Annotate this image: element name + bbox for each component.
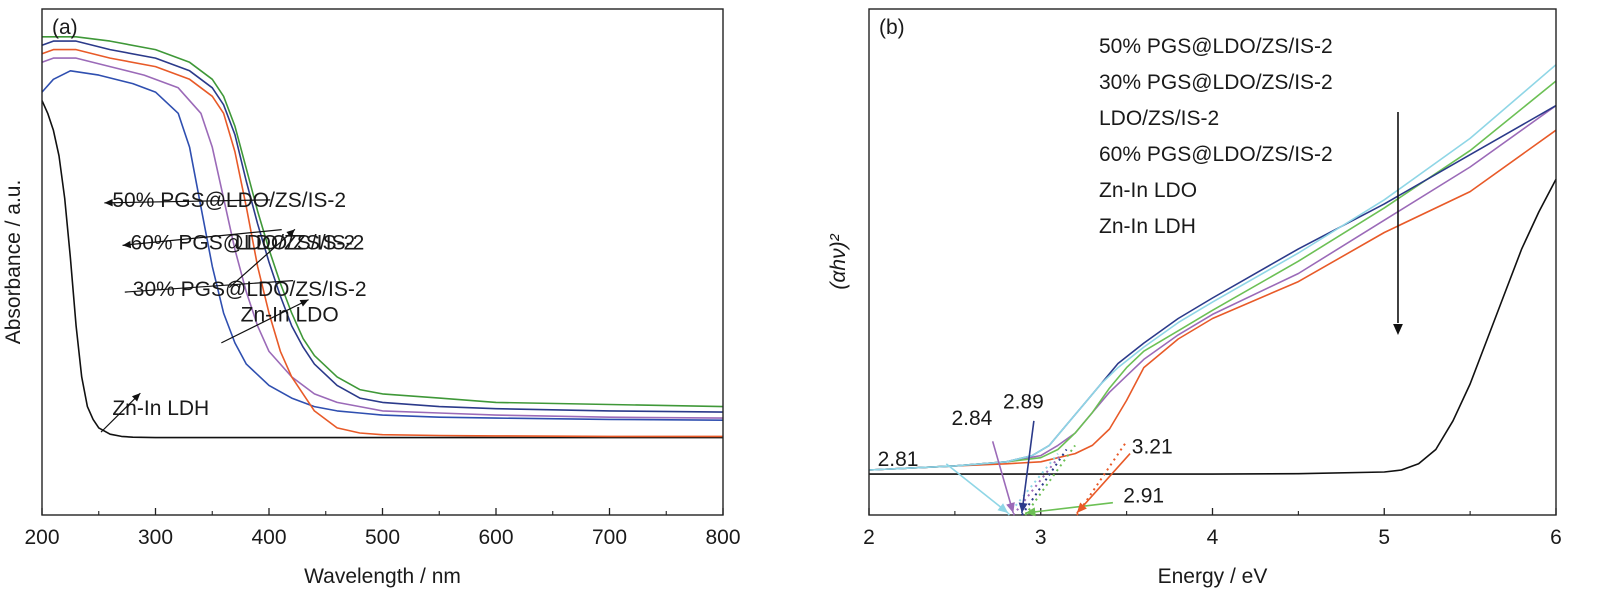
gap-label: 3.21 — [1132, 436, 1173, 459]
series-line-p50 — [42, 36, 724, 408]
annotation-arrowhead — [286, 229, 295, 238]
annotation-arrowhead — [104, 199, 113, 207]
annotation-p30: 30% PGS@LDO/ZS/IS-2 — [133, 278, 367, 301]
x-tick-label: 600 — [478, 526, 513, 549]
series-line-ldo — [41, 70, 724, 421]
x-tick-label: 500 — [365, 526, 400, 549]
x-tick-label: 4 — [1207, 526, 1219, 549]
legend-entry: 60% PGS@LDO/ZS/IS-2 — [1099, 143, 1333, 166]
gap-label: 2.91 — [1123, 485, 1164, 508]
tangent-line — [1024, 444, 1076, 516]
gap-arrow — [991, 441, 1015, 514]
trend-arrowhead — [1393, 324, 1403, 335]
legend-entry: LDO/ZS/IS-2 — [1099, 107, 1219, 130]
gap-label: 2.84 — [951, 407, 992, 430]
annotation-ldh: Zn-In LDH — [112, 397, 209, 420]
series-line-p30 — [41, 48, 723, 438]
legend-entry: Zn-In LDH — [1099, 215, 1196, 238]
annotation-ldozs: LDO/ZS/IS-2 — [235, 231, 355, 254]
annotation-ldo: Zn-In LDO — [241, 304, 339, 327]
legend-entry: 50% PGS@LDO/ZS/IS-2 — [1099, 35, 1333, 58]
annotation-pointer — [228, 228, 296, 289]
panel-a: 200 300 400 500 600 700 800 Wavelength / nm Abso… — [2, 8, 741, 588]
gap-arrowhead — [1076, 502, 1087, 513]
annotation-pointer — [104, 199, 271, 204]
x-tick-label: 3 — [1035, 526, 1047, 549]
annotation-pointer — [122, 229, 282, 246]
annotation-arrowhead — [299, 299, 309, 307]
plot-frame — [41, 8, 724, 516]
series-line-p50 — [868, 64, 1557, 471]
gap-arrow — [1025, 501, 1113, 514]
annotation-pointer — [221, 299, 309, 344]
x-tick-label: 300 — [138, 526, 173, 549]
gap-label: 2.81 — [878, 448, 919, 471]
series-line-ldh — [869, 178, 1557, 475]
annotation-pointer — [100, 392, 141, 433]
y-axis-title: Absorbance / a.u. — [2, 180, 25, 345]
x-tick-label: 200 — [24, 526, 59, 549]
gap-arrowhead — [1025, 507, 1036, 517]
tangent-line — [1021, 448, 1068, 516]
panel-label: (a) — [52, 16, 78, 39]
gap-arrow — [1021, 420, 1035, 514]
y-axis-title: (αhν)² — [827, 233, 850, 289]
series-line-ldozs — [41, 57, 724, 419]
legend-entry: Zn-In LDO — [1099, 179, 1197, 202]
gap-label: 2.89 — [1003, 391, 1044, 414]
x-tick-label: 5 — [1378, 526, 1390, 549]
annotation-p60: 60% PGS@LDO/ZS/IS-2 — [131, 231, 365, 254]
x-tick-label: 2 — [863, 526, 875, 549]
panel-b: 2 3 4 5 6 Energy / eV (αhν)² (b) 50% PGS@LDO/ZS/… — [827, 8, 1562, 588]
x-tick-label: 6 — [1550, 526, 1562, 549]
gap-arrowhead — [1018, 502, 1028, 513]
x-axis-title: Energy / eV — [1158, 565, 1268, 588]
series-line-ldo — [868, 129, 1557, 471]
series-line-ldozs — [868, 80, 1557, 471]
x-axis-title: Wavelength / nm — [304, 565, 461, 588]
gap-arrow — [1076, 453, 1131, 514]
series-line-p60 — [41, 40, 724, 413]
annotation-arrowhead — [122, 240, 132, 249]
x-tick-label: 400 — [251, 526, 286, 549]
gap-arrowhead — [1006, 502, 1015, 513]
tangent-line — [1007, 452, 1059, 516]
panel-label: (b) — [879, 16, 905, 39]
annotation-arrowhead — [131, 393, 141, 402]
gap-arrow — [945, 463, 1009, 514]
annotation-pointer — [124, 280, 294, 293]
series-line-p60 — [868, 104, 1557, 471]
gap-arrowhead — [997, 503, 1009, 513]
x-tick-label: 700 — [592, 526, 627, 549]
series-line-ldh — [41, 100, 723, 439]
legend-entry: 30% PGS@LDO/ZS/IS-2 — [1099, 71, 1333, 94]
x-tick-label: 800 — [705, 526, 740, 549]
